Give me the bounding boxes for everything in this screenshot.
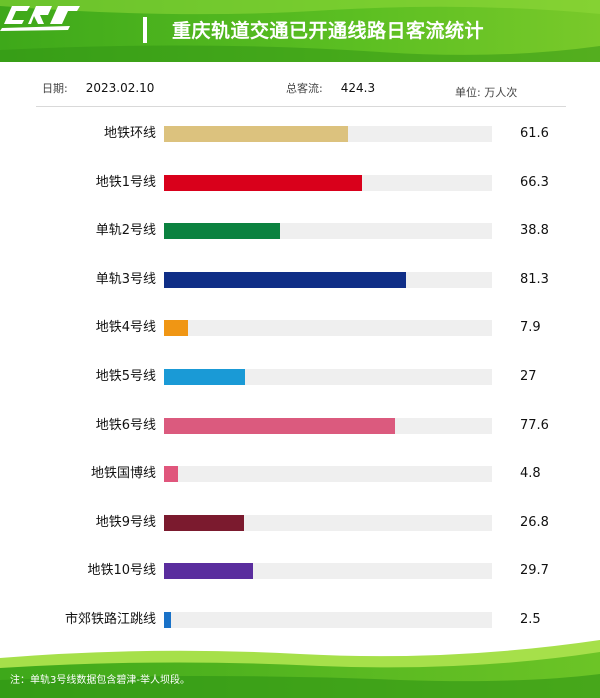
bar-track [164, 417, 492, 434]
chart-row: 地铁国博线 4.8 [0, 464, 600, 484]
value-label: 7.9 [520, 320, 541, 336]
category-label: 单轨3号线 [95, 271, 156, 287]
value-label: 66.3 [520, 174, 549, 190]
bar-track [164, 271, 492, 288]
value-label: 26.8 [520, 514, 549, 530]
bar [164, 271, 407, 288]
bar [164, 174, 362, 191]
footer-background [0, 640, 600, 698]
bar-track [164, 612, 492, 628]
category-label: 地铁10号线 [87, 563, 156, 579]
bar-track [164, 126, 492, 142]
category-label: 地铁国博线 [90, 466, 156, 482]
bar [164, 417, 396, 434]
bar-track [164, 563, 492, 580]
chart-row: 地铁10号线 29.7 [0, 561, 600, 581]
bar [164, 563, 253, 580]
value-label: 29.7 [520, 563, 549, 579]
chart-row: 地铁环线 61.6 [0, 124, 600, 144]
footer-banner: 注：单轨3号线数据包含碧津-举人坝段。 [0, 618, 600, 698]
category-label: 地铁6号线 [95, 417, 156, 433]
value-label: 38.8 [520, 223, 549, 239]
bar [164, 612, 172, 628]
category-label: 地铁1号线 [95, 174, 156, 190]
chart-row: 单轨2号线 38.8 [0, 221, 600, 241]
crt-logo-icon [0, 6, 80, 31]
bar-track [164, 223, 492, 240]
date-label: 日期: [42, 82, 68, 95]
category-label: 地铁环线 [103, 126, 156, 141]
category-label: 地铁5号线 [95, 369, 156, 384]
chart-row: 地铁9号线 26.8 [0, 513, 600, 533]
chart-row: 地铁1号线 66.3 [0, 173, 600, 193]
value-label: 27 [520, 369, 537, 384]
value-label: 77.6 [520, 417, 549, 433]
chart-row: 地铁4号线 7.9 [0, 318, 600, 338]
bar [164, 126, 348, 142]
value-label: 4.8 [520, 466, 541, 482]
bar [164, 320, 188, 337]
category-label: 单轨2号线 [95, 223, 156, 239]
chart-row: 市郊铁路江跳线 2.5 [0, 610, 600, 630]
category-label: 市郊铁路江跳线 [64, 612, 156, 627]
date-value: 2023.02.10 [85, 81, 155, 95]
unit-label: 单位: 万人次 [455, 86, 518, 99]
date-info: 日期: 2023.02.10 [42, 80, 154, 96]
bar [164, 369, 245, 385]
title-divider [143, 17, 147, 43]
chart-row: 地铁6号线 77.6 [0, 416, 600, 436]
bar [164, 466, 179, 483]
bar [164, 223, 280, 240]
bar-track [164, 174, 492, 191]
value-label: 81.3 [520, 271, 549, 287]
page-title: 重庆轨道交通已开通线路日客流统计 [172, 20, 485, 42]
bar [164, 514, 244, 531]
header-background [0, 0, 600, 62]
total-value: 424.3 [340, 81, 376, 95]
bar-track [164, 514, 492, 531]
chart-row: 单轨3号线 81.3 [0, 270, 600, 290]
header-banner: 重庆轨道交通已开通线路日客流统计 [0, 0, 600, 62]
bar-track [164, 466, 492, 483]
divider-line [36, 106, 566, 107]
value-label: 2.5 [520, 612, 541, 627]
bar-track [164, 369, 492, 385]
total-label: 总客流: [286, 82, 323, 95]
chart-row: 地铁5号线 27 [0, 367, 600, 387]
footnote: 注：单轨3号线数据包含碧津-举人坝段。 [10, 675, 190, 686]
category-label: 地铁9号线 [95, 514, 156, 530]
value-label: 61.6 [520, 126, 549, 141]
total-info: 总客流: 424.3 [286, 80, 375, 96]
bar-track [164, 320, 492, 337]
category-label: 地铁4号线 [95, 320, 156, 336]
